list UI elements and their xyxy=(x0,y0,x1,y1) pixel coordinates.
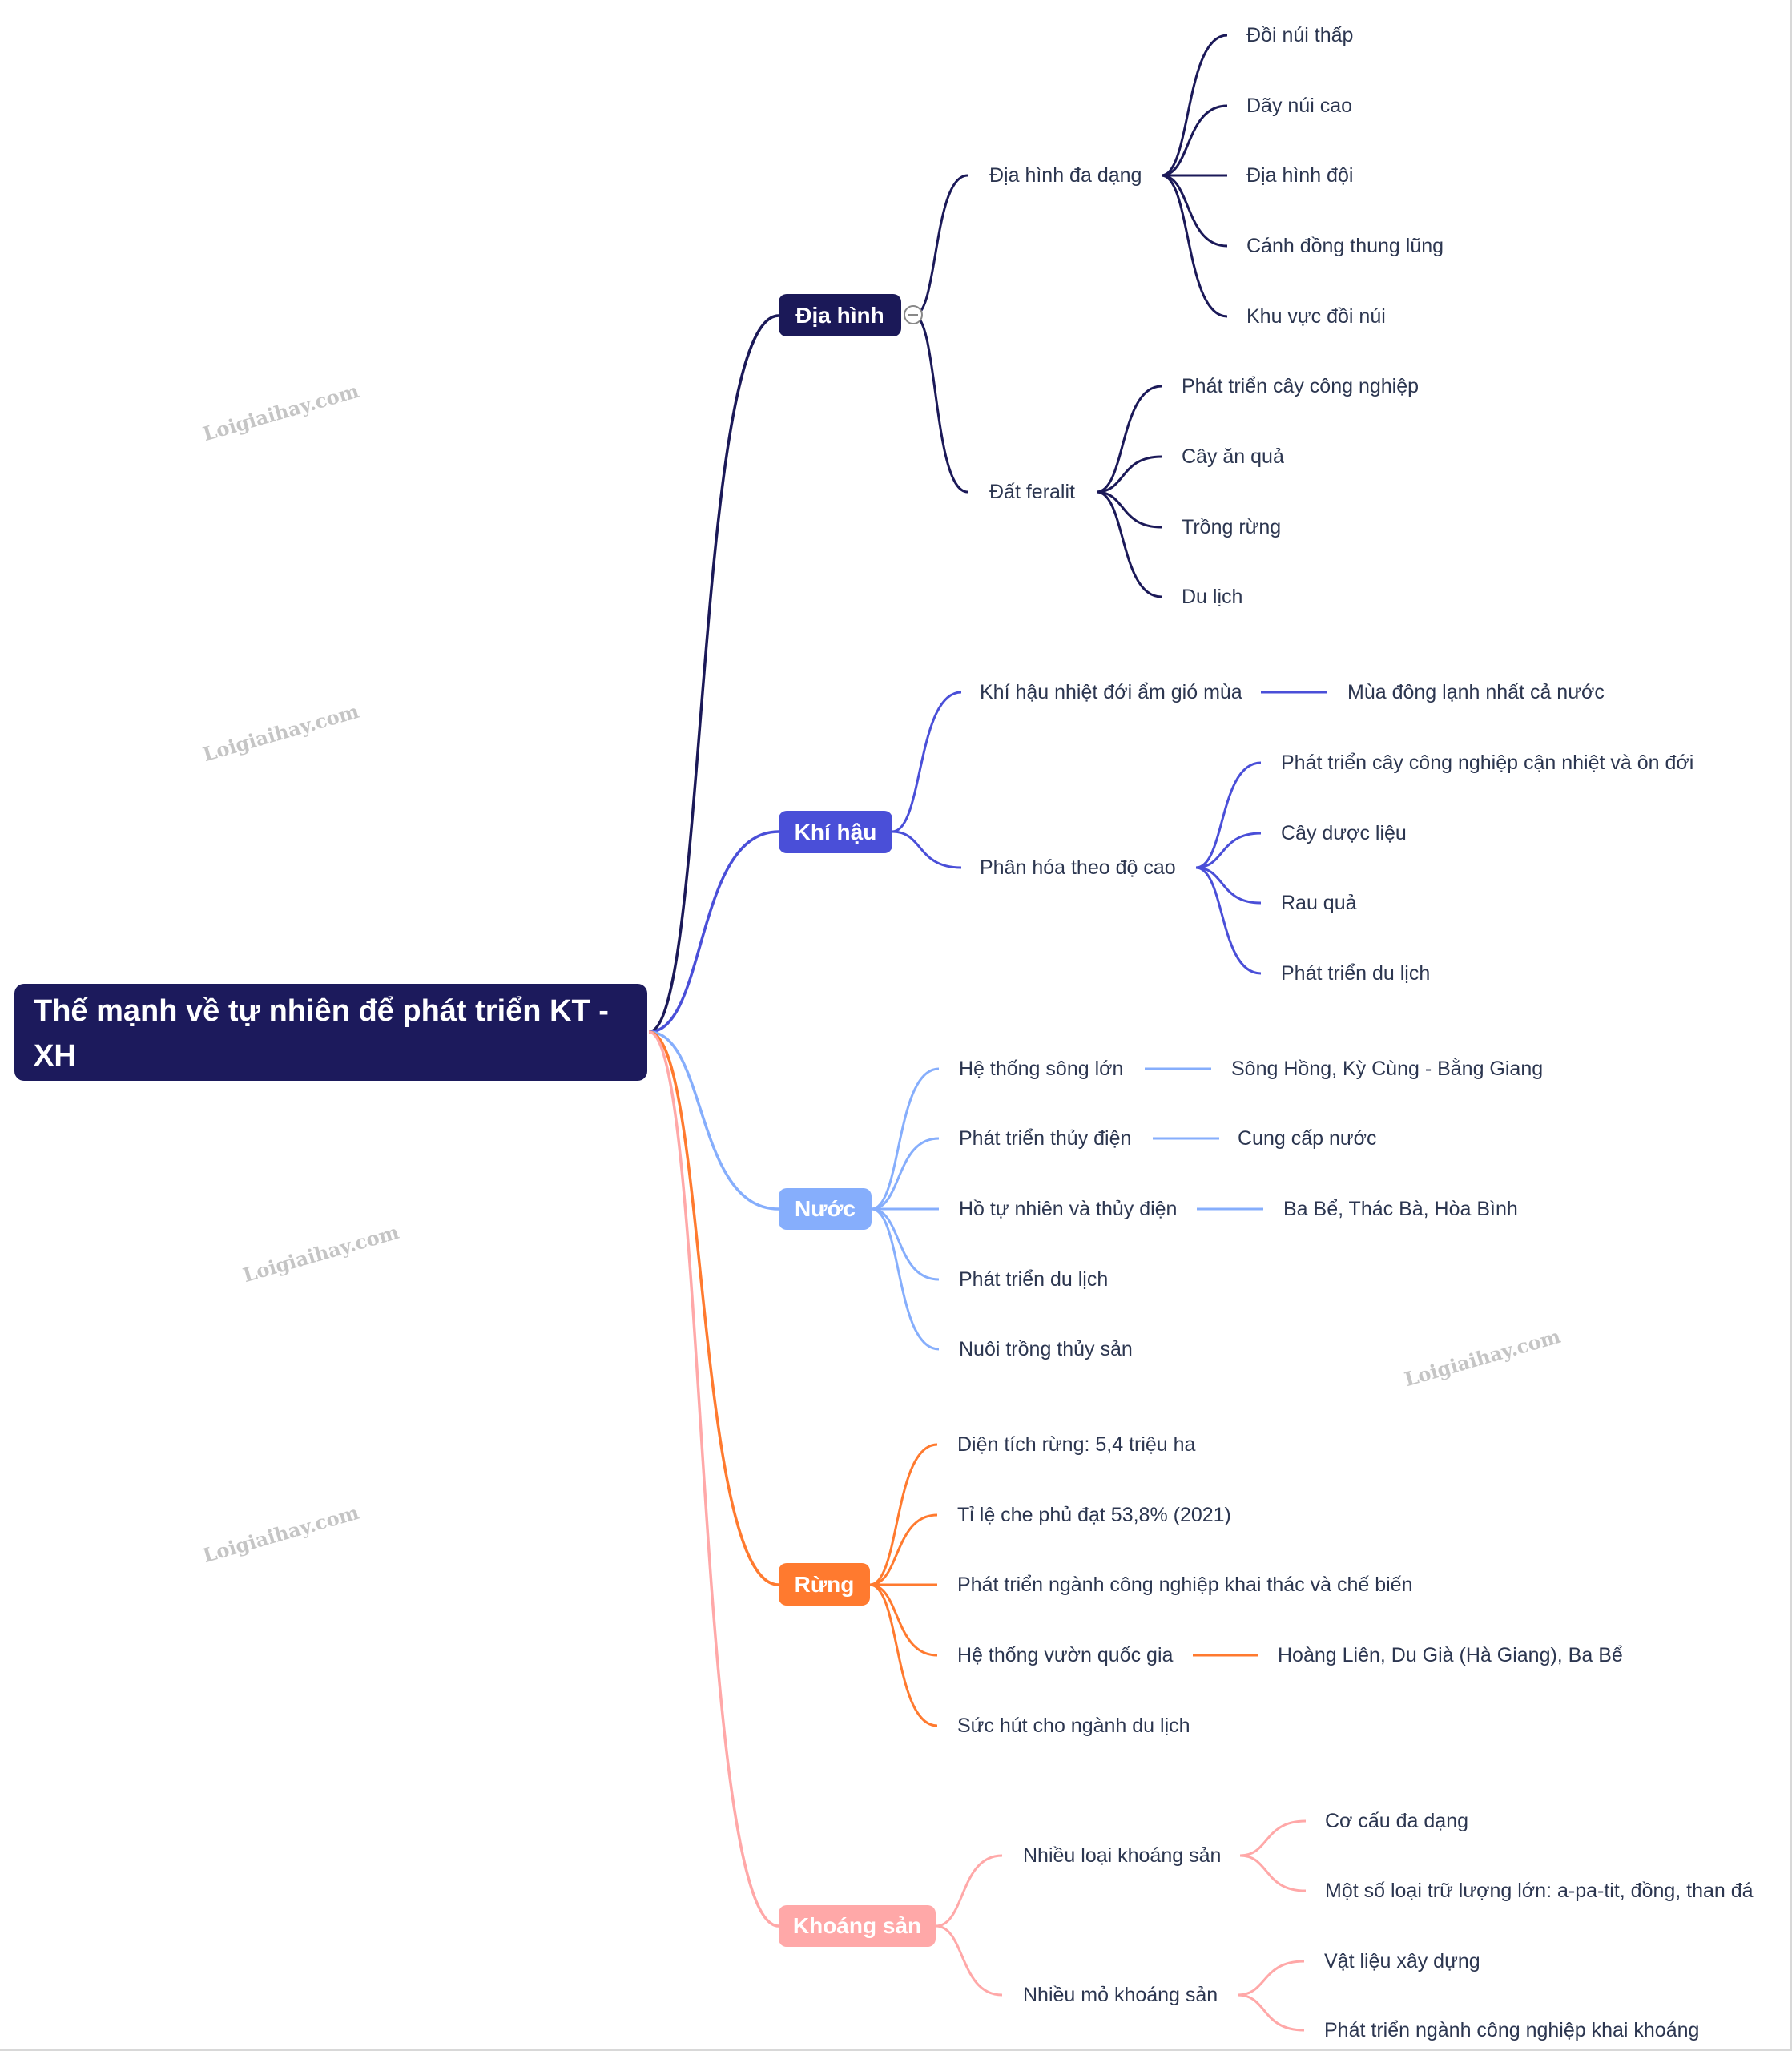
leaf[interactable]: Phát triển cây công nghiệp cận nhiệt và … xyxy=(1281,751,1694,774)
connector-line xyxy=(892,691,962,833)
connector-line xyxy=(648,1030,779,1928)
connector-line xyxy=(1237,1960,1305,1997)
connector-line xyxy=(1195,832,1262,869)
leaf[interactable]: Phát triển du lịch xyxy=(1281,962,1431,985)
subtopic[interactable]: Phát triển thủy điện xyxy=(959,1127,1132,1150)
leaf[interactable]: Cung cấp nước xyxy=(1238,1127,1377,1150)
leaf[interactable]: Một số loại trữ lượng lớn: a-pa-tit, đồn… xyxy=(1325,1880,1754,1902)
subtopic[interactable]: Hệ thống sông lớn xyxy=(959,1058,1124,1080)
connector-line xyxy=(913,174,968,317)
subtopic[interactable]: Diện tích rừng: 5,4 triệu ha xyxy=(957,1433,1196,1456)
connector-line xyxy=(1096,490,1162,529)
subtopic-dia-hinh-da-dang[interactable]: Địa hình đa dạng xyxy=(989,164,1142,187)
connector-line xyxy=(1096,385,1162,494)
topic-khi-hau[interactable]: Khí hậu xyxy=(779,811,892,853)
collapse-toggle-icon[interactable] xyxy=(904,305,923,324)
subtopic-nhiet-doi[interactable]: Khí hậu nhiệt đới ẩm gió mùa xyxy=(980,681,1242,703)
leaf[interactable]: Khu vực đồi núi xyxy=(1246,305,1386,328)
leaf[interactable]: Cơ cấu đa dạng xyxy=(1325,1810,1469,1832)
connector-line xyxy=(1161,174,1228,318)
connector-line xyxy=(1239,1819,1307,1857)
subtopic[interactable]: Nuôi trồng thủy sản xyxy=(959,1338,1133,1360)
connector-line xyxy=(1096,490,1162,598)
leaf[interactable]: Mùa đông lạnh nhất cả nước xyxy=(1347,681,1605,703)
connector-line xyxy=(1195,866,1262,905)
subtopic[interactable]: Phát triển ngành công nghiệp khai thác v… xyxy=(957,1574,1413,1596)
leaf[interactable]: Sông Hồng, Kỳ Cùng - Bằng Giang xyxy=(1231,1058,1544,1080)
leaf[interactable]: Trồng rừng xyxy=(1182,516,1282,538)
connector-line xyxy=(869,1583,938,1657)
topic-rung[interactable]: Rừng xyxy=(779,1563,870,1606)
connector-line xyxy=(935,1924,1003,1997)
connector-line xyxy=(869,1583,938,1727)
topic-dia-hinh[interactable]: Địa hình xyxy=(779,294,901,336)
connector-line xyxy=(871,1207,940,1351)
subtopic[interactable]: Hồ tự nhiên và thủy điện xyxy=(959,1198,1178,1220)
subtopic-nhieu-loai[interactable]: Nhiều loại khoáng sản xyxy=(1023,1844,1222,1867)
root-title-line2: của vùng Trung du và miền núi Bắc Bộ xyxy=(34,1084,595,1118)
connector-line xyxy=(648,314,779,1034)
connector-line xyxy=(869,1513,938,1586)
connector-line xyxy=(869,1443,938,1586)
connector-line xyxy=(1195,761,1262,869)
topic-nuoc[interactable]: Nước xyxy=(779,1188,872,1230)
subtopic[interactable]: Hệ thống vườn quốc gia xyxy=(957,1644,1174,1666)
connector-line xyxy=(1161,104,1228,177)
leaf[interactable]: Vật liệu xây dựng xyxy=(1324,1950,1480,1972)
connector-line xyxy=(1195,866,1262,975)
leaf[interactable]: Cánh đồng thung lũng xyxy=(1246,235,1444,257)
connector-line xyxy=(1239,1854,1307,1892)
connector-line xyxy=(935,1854,1003,1928)
connector-line xyxy=(648,1030,779,1586)
connector-line xyxy=(913,314,968,494)
subtopic-phan-hoa[interactable]: Phân hóa theo độ cao xyxy=(980,856,1176,879)
subtopic[interactable]: Tỉ lệ che phủ đạt 53,8% (2021) xyxy=(957,1504,1231,1526)
leaf[interactable]: Địa hình đội xyxy=(1246,164,1354,187)
leaf[interactable]: Rau quả xyxy=(1281,892,1357,914)
leaf[interactable]: Đồi núi thấp xyxy=(1246,24,1354,46)
subtopic-dat-feralit[interactable]: Đất feralit xyxy=(989,481,1075,503)
subtopic-nhieu-mo[interactable]: Nhiều mỏ khoáng sản xyxy=(1023,1984,1218,2006)
leaf[interactable]: Du lịch xyxy=(1182,586,1243,608)
root-title-line1: Thế mạnh về tự nhiên để phát triển KT - … xyxy=(34,994,609,1073)
topic-khoang-san[interactable]: Khoáng sản xyxy=(779,1905,936,1947)
subtopic[interactable]: Sức hút cho ngành du lịch xyxy=(957,1715,1190,1737)
connector-line xyxy=(871,1137,940,1211)
leaf[interactable]: Phát triển cây công nghiệp xyxy=(1182,375,1420,397)
connector-line xyxy=(1237,1993,1305,2032)
root-topic[interactable]: Thế mạnh về tự nhiên để phát triển KT - … xyxy=(14,984,647,1118)
leaf[interactable]: Phát triển ngành công nghiệp khai khoáng xyxy=(1324,2019,1700,2041)
connector-line xyxy=(648,830,779,1034)
leaf[interactable]: Ba Bể, Thác Bà, Hòa Bình xyxy=(1283,1198,1518,1220)
leaf[interactable]: Cây ăn quả xyxy=(1182,445,1284,468)
connector-line xyxy=(871,1067,940,1211)
leaf[interactable]: Cây dược liệu xyxy=(1281,822,1407,844)
connector-line xyxy=(1161,174,1228,248)
connector-line xyxy=(892,830,962,869)
subtopic[interactable]: Phát triển du lịch xyxy=(959,1268,1109,1291)
connector-line xyxy=(1161,34,1228,177)
leaf[interactable]: Hoàng Liên, Du Già (Hà Giang), Ba Bể xyxy=(1278,1644,1623,1666)
leaf[interactable]: Dãy núi cao xyxy=(1246,95,1353,117)
connector-line xyxy=(871,1207,940,1281)
connector-line xyxy=(1096,455,1162,494)
connector-line xyxy=(648,1030,779,1211)
